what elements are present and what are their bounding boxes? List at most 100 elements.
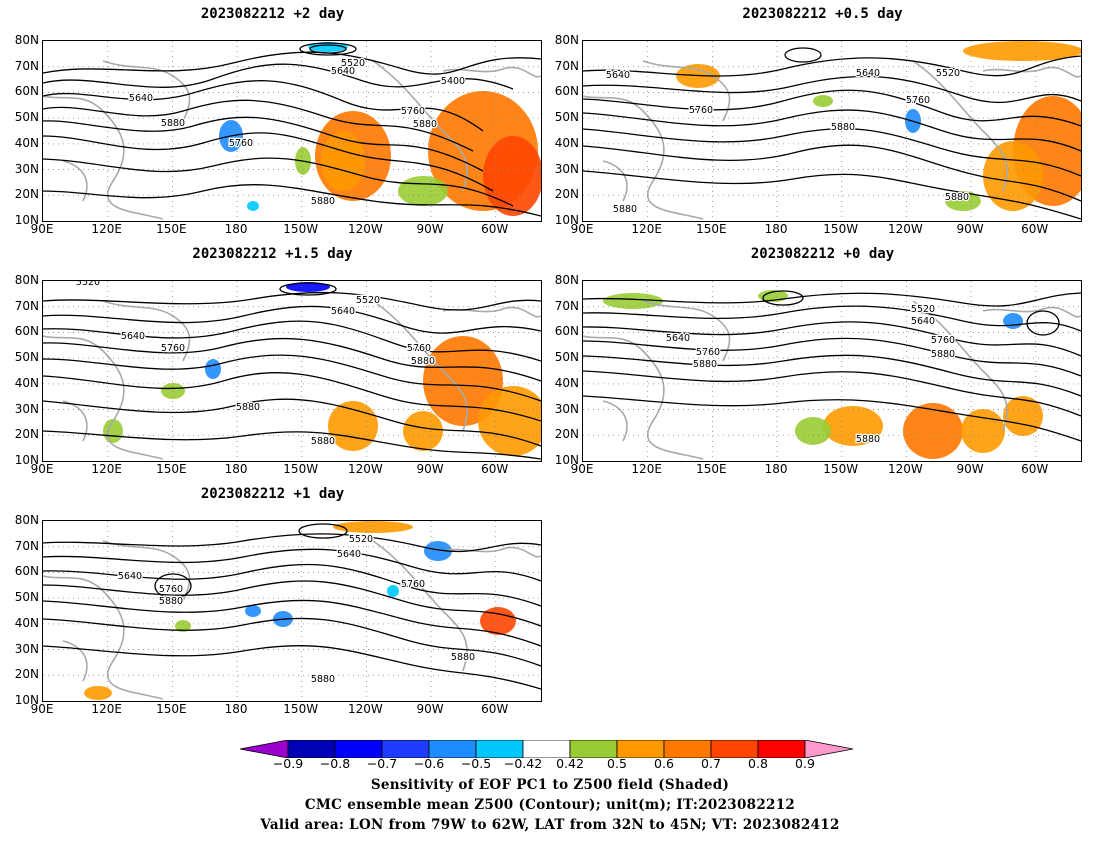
lon-tick-label: 150E (156, 702, 187, 716)
coastline (602, 400, 628, 442)
z500-contour (43, 599, 541, 647)
lon-tick-label: 150W (823, 462, 859, 476)
lon-tick-label: 150E (156, 462, 187, 476)
lat-tick-label: 80N (554, 33, 579, 47)
map-plus-0-5-day: 5640 5640 5520 5760 5760 5880 5880 5880 (582, 40, 1082, 222)
contour-label: 5640 (331, 306, 355, 317)
lat-tick-label: 60N (14, 564, 39, 579)
lat-tick-label: 50N (554, 110, 579, 125)
z500-contour (43, 354, 541, 402)
colorbar-tick-label: −0.9 (272, 756, 304, 771)
coastline (442, 546, 541, 558)
coastline (62, 400, 88, 442)
contour-label: 5880 (831, 122, 855, 133)
lat-tick-label: 70N (14, 538, 39, 553)
contour-label: 5880 (413, 119, 437, 130)
lat-tick-label: 40N (554, 375, 579, 390)
lon-tick-label: 180 (764, 222, 788, 236)
z500-contour (43, 116, 484, 172)
z500-contour (43, 132, 494, 192)
lat-tick-label: 30N (14, 641, 39, 656)
lon-tick-label: 90W (956, 462, 984, 476)
contour-label: 5880 (311, 436, 335, 447)
contour-label: 5760 (906, 95, 930, 106)
colorbar-tick-label: −0.5 (460, 756, 492, 771)
coastline (62, 640, 88, 682)
lon-tick-label: 120W (887, 222, 923, 236)
coastline (43, 335, 164, 460)
lat-tick-label: 70N (554, 58, 579, 73)
lat-tick-label: 70N (14, 298, 39, 313)
z500-contour (43, 99, 474, 152)
sensitivity-shading (903, 403, 963, 459)
lon-tick-label: 90W (416, 462, 444, 476)
z500-contour (583, 337, 1081, 377)
lat-tick-label: 80N (14, 513, 39, 527)
lat-tick-label: 70N (14, 58, 39, 73)
panel-title: 2023082212 +2 day (200, 6, 345, 22)
lon-tick-label: 60W (1021, 462, 1049, 476)
z500-contour (43, 63, 514, 90)
z500-contour (43, 548, 541, 582)
contour-label: 5640 (118, 571, 142, 582)
contour-label: 5520 (349, 534, 373, 545)
sensitivity-shading (483, 136, 541, 216)
coastline (583, 335, 704, 460)
coastline (102, 540, 191, 602)
contour-label: 5640 (129, 93, 153, 104)
z500-contour (583, 292, 1081, 307)
map-plus-2-day: 5520 5640 5400 5640 5760 5880 5880 5760 5880 (42, 40, 542, 222)
z500-contour (279, 282, 337, 296)
sensitivity-shading (945, 191, 981, 211)
panel-title: 2023082212 +1 day (200, 486, 345, 502)
lat-tick-label: 20N (554, 187, 579, 202)
contour-label: 5520 (911, 304, 935, 315)
panel-plus-1-5-day: 2023082212 +1.5 day (0, 240, 545, 485)
colorbar-tick-label: −0.7 (366, 756, 398, 771)
contour-label: 5760 (689, 105, 713, 116)
lon-tick-label: 120W (887, 462, 923, 476)
coastline (43, 575, 164, 700)
sensitivity-shading (403, 411, 443, 451)
z500-contour (583, 395, 1081, 442)
coastline (982, 306, 1081, 318)
panel-plus-2-day: 2023082212 +2 day (0, 0, 545, 245)
z500-contour (583, 305, 1081, 332)
sensitivity-shading (103, 419, 123, 443)
contour-label: 5760 (161, 343, 185, 354)
z500-contour (583, 321, 1081, 357)
lat-tick-label: 40N (14, 375, 39, 390)
lon-tick-label: 90E (570, 462, 594, 476)
contour-label: 5520 (936, 68, 960, 79)
lon-tick-label: 150W (283, 462, 319, 476)
contour-label: 5880 (613, 204, 637, 215)
lon-tick-label: 150W (823, 222, 859, 236)
lon-tick-label: 180 (224, 702, 248, 716)
sensitivity-shading (398, 176, 448, 206)
caption-line-3: Valid area: LON from 79W to 62W, LAT fro… (260, 817, 840, 833)
caption-line-2: CMC ensemble mean Z500 (Contour); unit(m… (304, 797, 796, 813)
lat-tick-label: 50N (14, 350, 39, 365)
contour-label: 5640 (606, 70, 630, 81)
lat-tick-label: 10N (554, 453, 579, 467)
z500-contour (43, 580, 541, 627)
z500-contour (43, 533, 541, 553)
lon-tick-label: 180 (224, 462, 248, 476)
sensitivity-shading (205, 359, 221, 379)
sensitivity-shading (333, 521, 413, 533)
z500-contour (299, 42, 357, 56)
sensitivity-shading (245, 605, 261, 617)
lon-tick-label: 90W (956, 222, 984, 236)
lat-tick-label: 60N (14, 84, 39, 99)
contour-label: 5760 (401, 106, 425, 117)
lat-tick-label: 50N (14, 590, 39, 605)
sensitivity-shading (963, 41, 1081, 61)
contour-label: 5880 (159, 596, 183, 607)
z500-contour (298, 523, 348, 539)
colorbar-tick-label: −0.8 (319, 756, 351, 771)
lon-tick-label: 180 (224, 222, 248, 236)
colorbar-tick-label: 0.8 (748, 756, 768, 771)
lon-tick-label: 60W (481, 702, 509, 716)
